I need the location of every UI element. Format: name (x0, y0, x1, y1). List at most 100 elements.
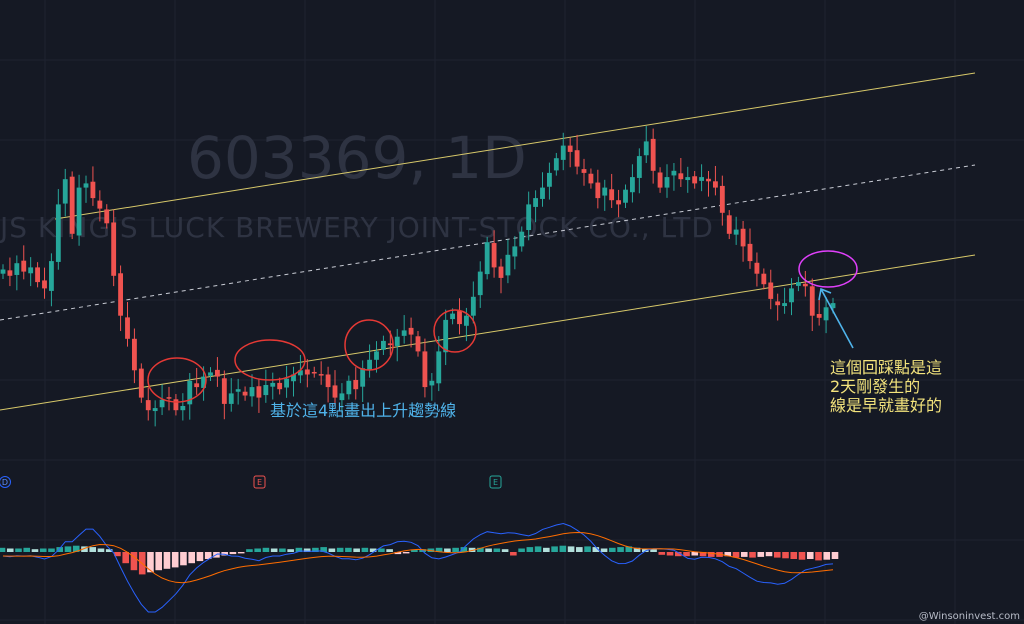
candle-body (546, 172, 552, 187)
macd-bar (526, 547, 534, 552)
candle-body (699, 177, 705, 181)
candle-body (104, 209, 110, 224)
candle-body (152, 408, 158, 412)
channel-upper-line[interactable] (54, 72, 976, 220)
svg-text:D: D (2, 478, 8, 487)
candle-body (166, 397, 172, 399)
candle-body (297, 370, 303, 376)
event-badge-dividend[interactable]: D (0, 476, 11, 488)
macd-bar (23, 547, 31, 552)
macd-bar (0, 547, 6, 552)
macd-bar (56, 547, 64, 552)
candle-body (436, 351, 442, 384)
candle-body (789, 288, 794, 303)
candle-body (90, 181, 96, 199)
macd-bar (592, 547, 600, 552)
candle-body (491, 243, 497, 268)
candle-body (35, 267, 41, 283)
candle-body (533, 198, 539, 207)
macd-bar (782, 552, 789, 559)
candle-body (816, 314, 822, 318)
pullback-note-line-3: 線是早就畫好的 (830, 396, 942, 415)
macd-bar (757, 552, 765, 557)
candle-body (228, 393, 234, 404)
macd-bar (617, 547, 624, 552)
macd-bar (650, 549, 657, 552)
macd-bar (378, 548, 385, 552)
macd-bar (31, 549, 39, 552)
macd-bar (411, 549, 418, 552)
candle-body (291, 374, 296, 382)
touch-circle-4 (433, 309, 477, 353)
candle-body (581, 169, 587, 173)
macd-bar (196, 552, 204, 562)
macd-bar (691, 552, 699, 556)
macd-bar (48, 548, 55, 552)
candle-body (97, 200, 103, 209)
macd-bar (551, 546, 558, 552)
candle-body (125, 317, 130, 339)
macd-bar (180, 552, 187, 566)
macd-bar (534, 546, 542, 552)
macd-bar (64, 546, 72, 552)
macd-bar (204, 552, 212, 559)
event-badge-earnings-1[interactable]: E (253, 475, 266, 489)
macd-bar (444, 548, 451, 552)
watermark-company: JS KING'S LUCK BREWERY JOINT-STOCK CO., … (0, 211, 714, 244)
candle-body (83, 183, 89, 188)
macd-bar (229, 552, 237, 555)
macd-bar (89, 547, 97, 552)
candle-body (131, 338, 137, 371)
candle-body (470, 296, 476, 316)
macd-bar (823, 552, 831, 560)
macd-bar (221, 552, 228, 556)
macd-bar (188, 552, 195, 564)
macd-bar (740, 552, 748, 557)
macd-bar (666, 552, 674, 556)
candle-body (692, 176, 698, 184)
candle-body (802, 283, 808, 287)
candle-body (484, 242, 490, 275)
candle-body (719, 185, 725, 213)
macd-bar (699, 552, 707, 557)
candle-body (118, 273, 124, 316)
candle-body (795, 282, 801, 286)
candle-body (173, 399, 179, 411)
pullback-arrow (818, 287, 854, 349)
candle-body (304, 369, 310, 375)
macd-bar (262, 547, 270, 552)
candle-body (754, 262, 760, 274)
candle-body (505, 254, 511, 276)
macd-bar (6, 548, 14, 552)
candle-body (671, 170, 677, 176)
macd-bar (765, 552, 773, 557)
candle-body (657, 172, 663, 188)
macd-bar (303, 548, 311, 552)
macd-bar (633, 547, 641, 552)
candle-body (733, 229, 739, 235)
candle-body (277, 382, 283, 390)
candle-body (145, 400, 151, 411)
event-badge-earnings-2[interactable]: E (489, 475, 502, 489)
candle-body (28, 267, 34, 274)
candle-body (706, 178, 711, 182)
macd-bar (600, 548, 608, 552)
candle-body (311, 371, 317, 374)
candle-body (595, 182, 601, 199)
macd-bar (369, 548, 377, 552)
touch-circle-1 (147, 357, 207, 403)
macd-bar (353, 548, 360, 552)
candle-body (180, 406, 186, 411)
macd-bar (295, 547, 303, 552)
candle-body (367, 359, 373, 370)
candle-body (775, 301, 781, 306)
candle-body (374, 351, 379, 360)
macd-bar (724, 552, 732, 557)
candle-body (457, 311, 462, 325)
trend-note: 基於這4點畫出上升趨勢線 (270, 401, 456, 420)
candle-body (512, 246, 518, 257)
macd-bar (609, 547, 616, 552)
candle-body (602, 187, 608, 196)
